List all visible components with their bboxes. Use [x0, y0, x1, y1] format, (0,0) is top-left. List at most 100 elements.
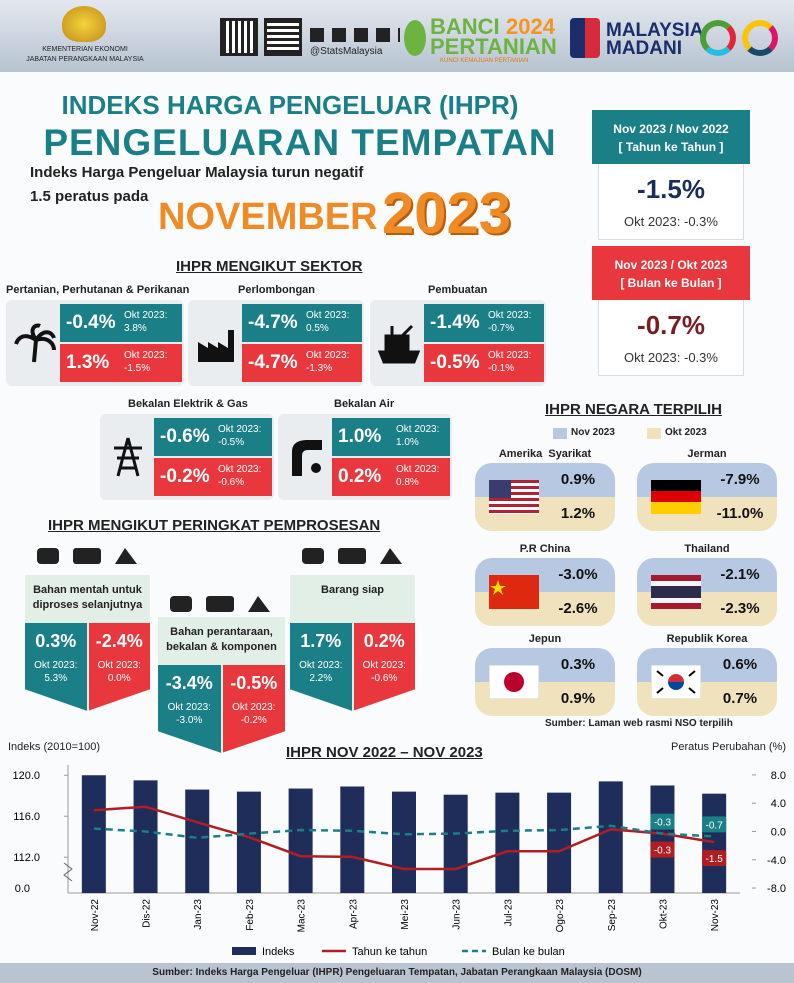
- sector-mom-box: [332, 458, 450, 496]
- stage-yoy-value: 1.7%: [300, 631, 342, 651]
- flag: [650, 664, 702, 700]
- data-label: -0.7: [706, 820, 724, 831]
- bar: [547, 792, 572, 893]
- country-flag: [650, 664, 702, 700]
- summary-header-text: Nov 2023 / Okt 2023: [614, 258, 728, 272]
- x-tick-label: Ogo-23: [555, 899, 566, 933]
- country-name: P.R China: [519, 543, 571, 555]
- legend-label: Bulan ke bulan: [492, 946, 565, 958]
- bar: [236, 791, 261, 893]
- y-tick-label: 120.0: [12, 770, 40, 782]
- legend-swatch: [232, 947, 256, 955]
- flag: [651, 480, 701, 514]
- social-icons: [310, 28, 400, 42]
- country-flag: [651, 575, 701, 609]
- madani-title: MADANI: [606, 38, 682, 59]
- stage-card: Bahan mentah untuk diproses selanjutnya 0…: [25, 575, 150, 711]
- icon: [170, 596, 270, 612]
- flag: [489, 480, 539, 514]
- x-tick-label: Dis-22: [142, 899, 153, 928]
- legend-swatch: [553, 428, 567, 439]
- sector-yoy-box: [424, 304, 544, 342]
- summary-previous: Okt 2023: -0.3%: [624, 350, 718, 365]
- data-label: -1.5: [706, 854, 724, 865]
- sector-yoy-value: -1.4%: [430, 312, 480, 333]
- flag: [488, 664, 540, 700]
- sector-mom-box: [154, 458, 272, 496]
- stage-icons: [166, 592, 276, 616]
- stage-mom-box: 0.2% Okt 2023: -0.6%: [353, 623, 415, 711]
- legend-label: Nov 2023: [571, 427, 615, 438]
- icon: [114, 437, 142, 477]
- stage-name: Barang siap: [321, 584, 384, 596]
- country-name: Amerika Syarikat: [498, 448, 592, 460]
- social-handle: @StatsMalaysia: [310, 46, 383, 57]
- bar: [133, 780, 158, 893]
- year: 2023: [382, 181, 512, 246]
- sector-mom-previous: Okt 2023: -1.3%: [306, 350, 350, 374]
- chart: 112.0 116.0 120.0 0.0 8.0 4.0 0.0 -4.0 -8.0 Nov-2…: [12, 765, 786, 958]
- intro-text: 1.5 peratus pada: [30, 188, 149, 205]
- sector-icon: [108, 436, 150, 478]
- sdg-logo: [700, 20, 736, 56]
- x-tick-label: Okt-23: [658, 899, 669, 929]
- madani-title: MALAYSIA: [606, 20, 704, 41]
- sector-mom-previous: Okt 2023: -0.6%: [218, 464, 262, 488]
- sector-name: Perlombongan: [238, 284, 316, 296]
- sector-mom-box: [242, 344, 362, 382]
- census-year: 2024: [506, 14, 555, 39]
- country-okt-value: 0.7%: [722, 690, 758, 707]
- stage-yoy-value: -3.4%: [165, 673, 213, 693]
- sdg-logo: [742, 20, 778, 56]
- y-tick-label: 112.0: [13, 852, 40, 864]
- icon: [292, 440, 322, 476]
- y2-tick-label: 8.0: [771, 770, 786, 782]
- summary-header: [592, 246, 750, 300]
- summary-subheader: [ Tahun ke Tahun ]: [618, 140, 724, 154]
- title-line2: PENGELUARAN TEMPATAN: [43, 122, 557, 163]
- sector-yoy-box: [154, 418, 272, 456]
- census-title: BANCI: [430, 14, 500, 39]
- census-title: PERTANIAN: [430, 34, 557, 59]
- flag: [651, 575, 701, 609]
- y2-axis-label: Peratus Perubahan (%): [671, 741, 786, 753]
- madani-logo-icon: [570, 18, 600, 58]
- sector-icon: [14, 322, 56, 364]
- stage-icons: [298, 544, 408, 568]
- x-tick-label: Feb-23: [245, 899, 256, 931]
- crest: [62, 6, 106, 42]
- sector-icon: [286, 436, 328, 478]
- country-name: Jerman: [687, 448, 727, 460]
- bar: [392, 791, 416, 893]
- data-label: -0.3: [654, 846, 672, 857]
- country-nov-value: 0.3%: [560, 656, 596, 673]
- icon: [198, 330, 234, 362]
- stage-mom-value: -2.4%: [95, 631, 143, 651]
- x-tick-label: Jan-23: [193, 899, 204, 930]
- legend-label: Okt 2023: [665, 427, 707, 438]
- stage-mom-box: -2.4% Okt 2023: 0.0%: [88, 623, 150, 711]
- country-flag: [489, 480, 539, 514]
- stage-yoy-value: 0.3%: [35, 631, 77, 651]
- sector-icon: [196, 322, 238, 364]
- sector-name: Pembuatan: [428, 284, 488, 296]
- stage-yoy-box: 0.3% Okt 2023: 5.3%: [25, 623, 87, 711]
- bar: [185, 789, 210, 893]
- census-logo-icon: [404, 20, 426, 56]
- month: NOVEMBER: [158, 196, 378, 238]
- country-flag: [651, 480, 701, 514]
- stage-name: Bahan mentah untuk diproses selanjutnya: [32, 584, 143, 611]
- sector-yoy-previous: Okt 2023: -0.5%: [218, 424, 262, 448]
- intro-text: Indeks Harga Pengeluar Malaysia turun ne…: [30, 164, 364, 181]
- department: JABATAN PERANGKAAN MALAYSIA: [26, 56, 144, 63]
- x-tick-label: Jul-23: [503, 899, 514, 927]
- stage-name: Bahan perantaraan, bekalan & komponen: [166, 626, 277, 653]
- bar: [443, 794, 468, 893]
- x-tick-label: Sep-23: [607, 899, 618, 932]
- section-title: IHPR MENGIKUT PERINGKAT PEMPROSESAN: [48, 517, 381, 534]
- qr-code: [220, 18, 258, 56]
- sector-name: Pertanian, Perhutanan & Perikanan: [6, 284, 190, 296]
- sector-yoy-previous: Okt 2023: 1.0%: [396, 424, 440, 448]
- country-okt-value: -2.3%: [720, 600, 760, 617]
